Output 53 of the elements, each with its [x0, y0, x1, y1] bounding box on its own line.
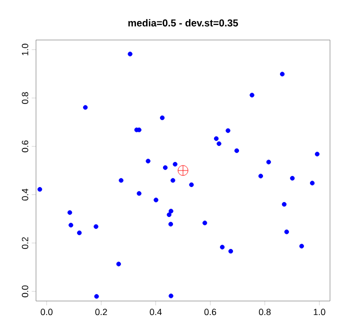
point [189, 182, 194, 188]
point [118, 178, 124, 183]
x-tick-label: 0.6 [204, 308, 216, 316]
y-tick-label: 0.2 [22, 237, 28, 249]
point [228, 248, 234, 254]
point [234, 148, 240, 154]
x-tick-label: 0.8 [258, 308, 271, 316]
point [136, 191, 142, 196]
point [83, 105, 88, 110]
y-tick-label: 0.0 [22, 285, 28, 298]
point [168, 294, 174, 298]
point [172, 162, 178, 167]
point [146, 158, 150, 164]
point [284, 230, 289, 234]
y-tick-label: 0.8 [22, 92, 28, 104]
point [166, 212, 172, 218]
point [299, 244, 304, 248]
point [168, 208, 174, 214]
point [250, 92, 254, 98]
point [154, 198, 158, 202]
point [280, 72, 285, 76]
point [226, 128, 230, 133]
point [266, 160, 271, 164]
point [282, 202, 287, 207]
y-tick-label: 1.0 [22, 44, 28, 56]
y-tick-label: 0.6 [22, 140, 28, 152]
point [128, 52, 132, 56]
point [162, 165, 168, 170]
chart-title: media=0.5 - dev.st=0.35 [128, 19, 238, 26]
x-tick-label: 0.0 [40, 308, 53, 316]
point [178, 165, 188, 176]
point [160, 115, 165, 120]
point [94, 294, 99, 299]
point [94, 224, 98, 229]
point [116, 262, 121, 266]
point [290, 176, 295, 181]
point [314, 152, 320, 156]
point [37, 187, 42, 192]
point [258, 174, 264, 178]
point [170, 178, 176, 183]
point [68, 222, 74, 228]
point [220, 244, 225, 250]
y-tick-label: 0.4 [22, 188, 28, 201]
point [67, 210, 72, 215]
point [216, 141, 222, 146]
point [168, 222, 174, 226]
point [214, 136, 219, 141]
x-tick-label: 0.4 [150, 308, 162, 316]
x-tick-label: 1.0 [314, 308, 326, 316]
point [77, 230, 82, 236]
x-tick-label: 0.2 [95, 308, 107, 316]
point [202, 220, 208, 226]
point [310, 180, 315, 186]
